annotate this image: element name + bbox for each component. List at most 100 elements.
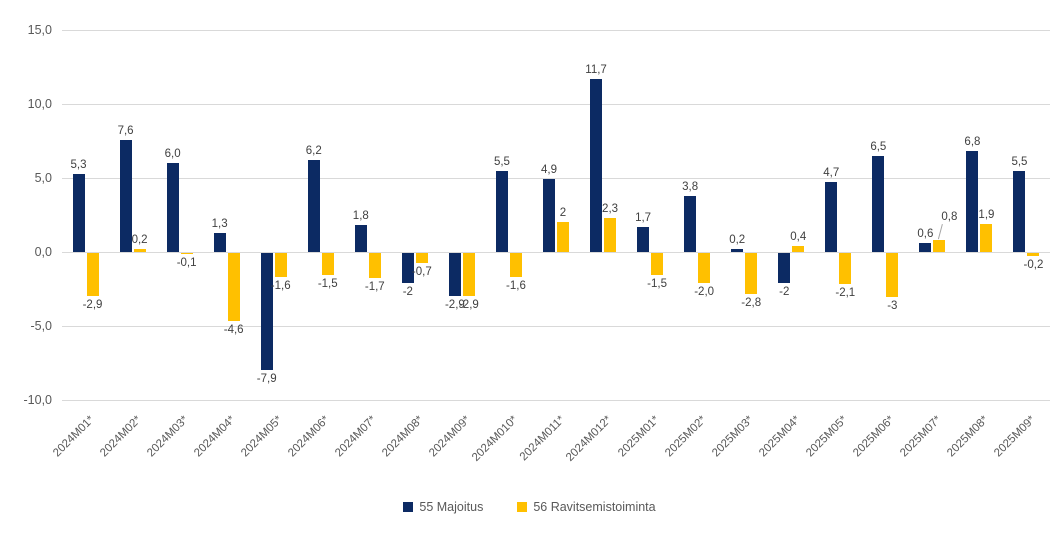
data-label: 6,5 (870, 140, 887, 153)
legend-label-majoitus: 55 Majoitus (419, 500, 484, 514)
gridline (62, 251, 1050, 253)
data-label: -0,1 (176, 257, 197, 270)
data-label: 4,7 (823, 167, 840, 180)
bar-ravitsemistoiminta-2025M07* (933, 240, 946, 252)
bar-majoitus-2025M09* (1013, 170, 1026, 252)
bar-majoitus-2025M05* (825, 182, 838, 252)
bar-majoitus-2025M03* (731, 249, 744, 252)
data-label: -2,1 (835, 287, 856, 300)
x-axis-label: 2024M012* (564, 413, 615, 464)
bar-majoitus-2024M07* (354, 225, 367, 252)
x-axis-label: 2024M01* (51, 413, 97, 460)
data-label: 7,6 (117, 124, 134, 137)
data-label: -2,0 (694, 285, 715, 298)
legend-item-ravitsemistoiminta: 56 Ravitsemistoiminta (517, 500, 656, 514)
x-axis-label: 2025M06* (851, 413, 897, 460)
bar-ravitsemistoiminta-2025M02* (698, 253, 711, 283)
x-axis-label: 2025M01* (615, 413, 662, 460)
bar-majoitus-2024M010* (495, 170, 508, 252)
data-label: 5,5 (493, 155, 510, 168)
legend-swatch-ravitsemistoiminta (517, 502, 528, 512)
data-label: -1,6 (506, 279, 526, 292)
bar-majoitus-2025M04* (778, 253, 791, 283)
data-label: -2,9 (458, 298, 479, 311)
data-label: 0,6 (917, 228, 934, 241)
legend-swatch-majoitus (403, 502, 414, 512)
bar-ravitsemistoiminta-2024M05* (274, 253, 287, 277)
bar-majoitus-2024M011* (543, 179, 555, 252)
data-label: -7,9 (256, 372, 277, 385)
data-label: 4,9 (541, 164, 557, 177)
bar-ravitsemistoiminta-2025M08* (980, 223, 993, 252)
x-axis-label: 2024M02* (98, 413, 144, 460)
legend: 55 Majoitus 56 Ravitsemistoiminta (0, 500, 1059, 514)
data-label: -2,9 (444, 298, 465, 311)
bar-majoitus-2024M08* (401, 253, 414, 283)
bar-ravitsemistoiminta-2025M01* (651, 253, 664, 276)
data-label: -1,5 (647, 278, 668, 291)
data-label: -1,6 (270, 279, 291, 292)
y-axis-tick-label: 5,0 (34, 171, 52, 185)
bar-majoitus-2024M09* (448, 253, 461, 296)
data-label: 2 (559, 207, 567, 220)
x-axis-label: 2024M03* (145, 413, 191, 460)
data-label: -1,5 (317, 278, 338, 291)
bar-majoitus-2024M012* (590, 78, 603, 252)
bar-majoitus-2025M02* (684, 195, 697, 252)
bar-majoitus-2024M02* (119, 139, 132, 252)
data-label: -0,7 (411, 266, 432, 279)
x-axis-label: 2025M04* (756, 413, 803, 460)
data-label: 1,9 (978, 208, 995, 221)
x-axis-label: 2025M03* (709, 413, 756, 460)
bar-majoitus-2024M03* (166, 163, 179, 252)
data-label: -3 (887, 300, 898, 313)
data-label: 0,2 (131, 234, 148, 247)
x-axis-label: 2025M05* (803, 413, 850, 460)
bar-ravitsemistoiminta-2024M012* (604, 217, 617, 252)
x-axis-label: 2025M07* (898, 413, 944, 460)
gridline (62, 177, 1050, 179)
bar-majoitus-2024M05* (260, 253, 273, 370)
bar-majoitus-2025M08* (966, 151, 979, 252)
bar-ravitsemistoiminta-2025M04* (792, 246, 805, 252)
data-label: -0,2 (1023, 258, 1044, 271)
x-axis-label: 2025M08* (945, 413, 991, 460)
x-axis-label: 2024M06* (286, 413, 332, 460)
data-label: 11,7 (585, 63, 607, 76)
data-label: -4,6 (223, 324, 244, 337)
y-axis-tick-label: 0,0 (34, 245, 52, 259)
bar-ravitsemistoiminta-2024M04* (227, 253, 240, 322)
gridline (62, 325, 1050, 327)
bar-ravitsemistoiminta-2025M03* (745, 253, 758, 295)
gridline (62, 399, 1050, 401)
data-label: 6,0 (164, 148, 181, 161)
y-axis-tick-label: -10,0 (23, 393, 53, 407)
bar-ravitsemistoiminta-2024M06* (321, 253, 334, 276)
bar-ravitsemistoiminta-2024M09* (462, 253, 475, 296)
data-label: -2 (779, 285, 790, 298)
data-label: 5,5 (1011, 155, 1028, 168)
legend-label-ravitsemistoiminta: 56 Ravitsemistoiminta (533, 500, 656, 514)
x-axis-label: 2025M09* (992, 413, 1038, 460)
data-label: 1,3 (211, 217, 228, 230)
data-label: 6,2 (305, 145, 322, 158)
bar-majoitus-2025M01* (637, 226, 650, 252)
x-axis-label: 2025M02* (662, 413, 709, 460)
bar-ravitsemistoiminta-2025M09* (1027, 253, 1040, 256)
legend-item-majoitus: 55 Majoitus (403, 500, 483, 514)
bar-ravitsemistoiminta-2024M03* (180, 253, 193, 255)
data-label: -1,7 (364, 281, 385, 294)
y-axis-tick-label: 10,0 (27, 97, 52, 111)
bar-ravitsemistoiminta-2024M02* (133, 249, 146, 252)
y-axis-tick-label: 15,0 (27, 23, 52, 37)
data-label: -2,9 (82, 298, 103, 311)
data-label: -2,8 (741, 297, 762, 310)
data-label: 3,8 (682, 180, 699, 193)
x-axis-label: 2024M010* (470, 413, 521, 464)
x-axis-label: 2024M04* (192, 413, 238, 460)
x-axis-label: 2024M07* (333, 413, 380, 460)
bar-majoitus-2024M01* (72, 173, 85, 252)
data-label: 1,7 (635, 211, 652, 224)
bar-majoitus-2025M07* (919, 243, 932, 252)
